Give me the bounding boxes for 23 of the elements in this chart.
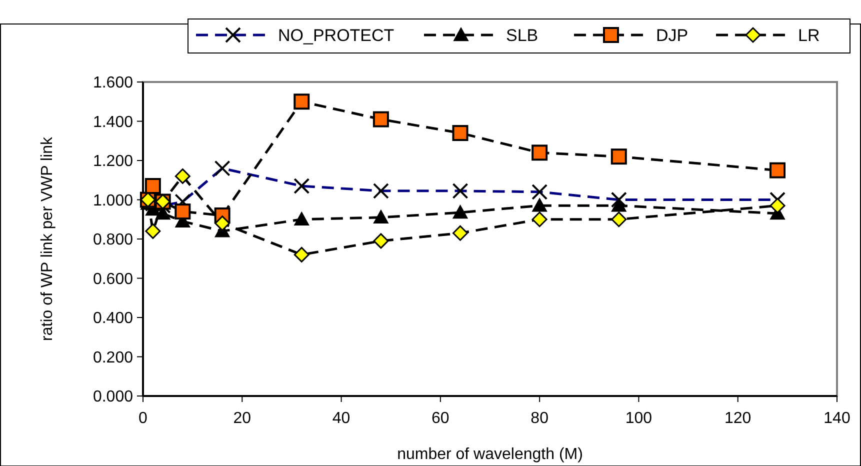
x-tick-label: 140 [824,410,850,427]
x-tick-label: 100 [625,410,652,427]
x-tick-label: 20 [233,410,252,427]
y-tick-label: 1.200 [92,153,134,170]
x-tick-label: 120 [724,410,752,427]
y-tick-label: 1.600 [92,74,134,92]
y-tick-label: 0.200 [92,349,134,366]
x-tick-label: 40 [332,410,350,427]
y-tick-label: 0.400 [92,310,134,328]
legend-label: DJP [656,26,688,45]
y-axis-title: ratio of WP link per VWP link [39,136,56,341]
x-axis-title: number of wavelength (M) [397,446,583,463]
legend-label: SLB [506,26,538,45]
y-tick-label: 0.800 [92,232,134,249]
legend-label: NO_PROTECT [278,26,394,45]
legend-label: LR [798,26,820,45]
x-tick-label: 60 [432,410,450,427]
y-tick-label: 1.000 [92,192,134,210]
y-tick-label: 1.400 [92,114,134,131]
y-tick-label: 0.000 [92,388,134,406]
y-tick-label: 0.600 [92,270,134,288]
x-tick-label: 80 [530,410,549,427]
x-tick-label: 0 [138,410,148,427]
